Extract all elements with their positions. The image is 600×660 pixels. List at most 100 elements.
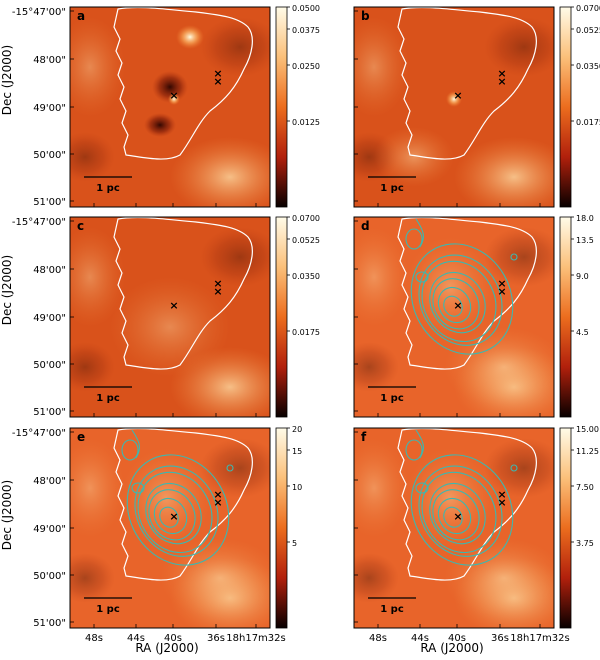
colorbar-tick-b-3: 0.0175 <box>576 118 600 127</box>
colorbar-e: 20 15 10 5 <box>275 425 302 629</box>
colorbar-tick-b-0: 0.0700 <box>576 4 600 13</box>
scalebar-label-d: 1 pc <box>380 393 404 404</box>
map-image-c: ××× <box>70 217 270 417</box>
panel-label-b: b <box>361 9 370 23</box>
marker-source-2-a: × <box>213 67 222 80</box>
colorbar-b: 0.0700 0.0525 0.0350 0.0175 <box>559 4 600 208</box>
panel-label-f: f <box>361 430 367 444</box>
colorbar-d: 18.0 13.5 9.0 4.5 <box>559 214 594 418</box>
colorbar-f: 15.00 11.25 7.50 3.75 <box>559 425 599 629</box>
panel-c: ×××1 pcc0.07000.05250.03500.0175-15°47'0… <box>12 214 320 418</box>
x-tick-f-0: 48s <box>369 633 387 644</box>
region-outline-a <box>113 7 253 160</box>
colorbar-tick-b-2: 0.0350 <box>576 62 600 71</box>
scalebar-label-f: 1 pc <box>380 604 404 615</box>
panel-e: ×××1 pce2015105-15°47'00"48'00"49'00"50'… <box>12 425 302 644</box>
y-tick-e-2: 49'00" <box>33 524 66 535</box>
scalebar-label-a: 1 pc <box>96 183 120 194</box>
map-image-a: ××× <box>70 7 270 207</box>
colorbar-tick-f-0: 15.00 <box>576 425 599 434</box>
x-tick-e-0: 48s <box>85 633 103 644</box>
panel-label-d: d <box>361 219 370 233</box>
colorbar-tick-d-1: 13.5 <box>576 236 594 245</box>
colorbar-tick-c-0: 0.0700 <box>292 214 320 223</box>
x-tick-f-4: 18h17m32s <box>510 633 569 644</box>
y-tick-a-4: 51'00" <box>33 197 66 208</box>
region-outline-d <box>397 217 537 370</box>
colorbar-tick-f-3: 3.75 <box>576 539 594 548</box>
colorbar-tick-e-0: 20 <box>292 425 302 434</box>
panel-label-c: c <box>77 219 84 233</box>
colorbar-tick-e-1: 15 <box>292 447 302 456</box>
scalebar-label-b: 1 pc <box>380 183 404 194</box>
colorbar-tick-e-2: 10 <box>292 483 302 492</box>
y-tick-c-4: 51'00" <box>33 407 66 418</box>
marker-source-3-d: × <box>497 285 506 298</box>
x-tick-f-3: 36s <box>491 633 509 644</box>
marker-source-3-b: × <box>497 75 506 88</box>
marker-source-1-f: × <box>453 510 462 523</box>
marker-source-3-e: × <box>213 496 222 509</box>
y-tick-c-0: -15°47'00" <box>12 217 66 228</box>
colorbar-tick-a-1: 0.0375 <box>292 26 320 35</box>
map-image-d: ××× <box>354 217 554 417</box>
y-tick-e-3: 50'00" <box>33 571 66 582</box>
panel-label-e: e <box>77 430 85 444</box>
marker-source-2-c: × <box>213 277 222 290</box>
marker-source-2-e: × <box>213 488 222 501</box>
contours-e <box>121 429 234 566</box>
y-tick-e-1: 48'00" <box>33 476 66 487</box>
y-tick-a-3: 50'00" <box>33 150 66 161</box>
colorbar-tick-c-2: 0.0350 <box>292 272 320 281</box>
marker-source-2-d: × <box>497 277 506 290</box>
panel-label-a: a <box>77 9 85 23</box>
colorbar-tick-d-2: 9.0 <box>576 272 589 281</box>
x-axis-label-left: RA (J2000) <box>135 641 198 655</box>
x-tick-f-2: 40s <box>448 633 466 644</box>
y-tick-c-1: 48'00" <box>33 265 66 276</box>
x-tick-e-2: 40s <box>164 633 182 644</box>
y-tick-a-2: 49'00" <box>33 103 66 114</box>
colorbar-tick-c-1: 0.0525 <box>292 236 320 245</box>
colorbar-tick-d-3: 4.5 <box>576 328 589 337</box>
scalebar-label-e: 1 pc <box>96 604 120 615</box>
colorbar-tick-a-0: 0.0500 <box>292 4 320 13</box>
y-tick-a-0: -15°47'00" <box>12 7 66 18</box>
y-tick-a-1: 48'00" <box>33 55 66 66</box>
y-axis-label-bottom: Dec (J2000) <box>0 480 14 550</box>
colorbar-tick-a-2: 0.0250 <box>292 62 320 71</box>
x-axis-label-right: RA (J2000) <box>420 641 483 655</box>
marker-source-3-a: × <box>213 75 222 88</box>
colorbar-a: 0.0500 0.0375 0.0250 0.0125 <box>275 4 320 208</box>
region-outline-c <box>113 217 253 370</box>
region-outline-f <box>397 428 537 581</box>
x-tick-e-1: 44s <box>127 633 145 644</box>
marker-source-1-e: × <box>169 510 178 523</box>
colorbar-tick-a-3: 0.0125 <box>292 118 320 127</box>
colorbar-c: 0.0700 0.0525 0.0350 0.0175 <box>275 214 320 418</box>
x-tick-e-3: 36s <box>207 633 225 644</box>
colorbar-tick-c-3: 0.0175 <box>292 328 320 337</box>
contours-d <box>405 218 518 355</box>
y-tick-c-3: 50'00" <box>33 360 66 371</box>
marker-source-1-b: × <box>453 89 462 102</box>
y-tick-e-0: -15°47'00" <box>12 428 66 439</box>
y-tick-e-4: 51'00" <box>33 618 66 629</box>
contours-f <box>405 429 518 566</box>
region-outline-b <box>397 7 537 160</box>
map-image-e: ××× <box>70 428 270 628</box>
marker-source-1-d: × <box>453 299 462 312</box>
marker-source-1-a: × <box>169 89 178 102</box>
colorbar-tick-b-1: 0.0525 <box>576 26 600 35</box>
map-image-b: ××× <box>354 7 554 207</box>
marker-source-3-c: × <box>213 285 222 298</box>
colorbar-tick-e-3: 5 <box>292 539 297 548</box>
marker-source-2-f: × <box>497 488 506 501</box>
y-axis-label-top: Dec (J2000) <box>0 45 14 115</box>
x-tick-e-4: 18h17m32s <box>226 633 285 644</box>
y-axis-label-middle: Dec (J2000) <box>0 255 14 325</box>
colorbar-tick-f-2: 7.50 <box>576 483 594 492</box>
